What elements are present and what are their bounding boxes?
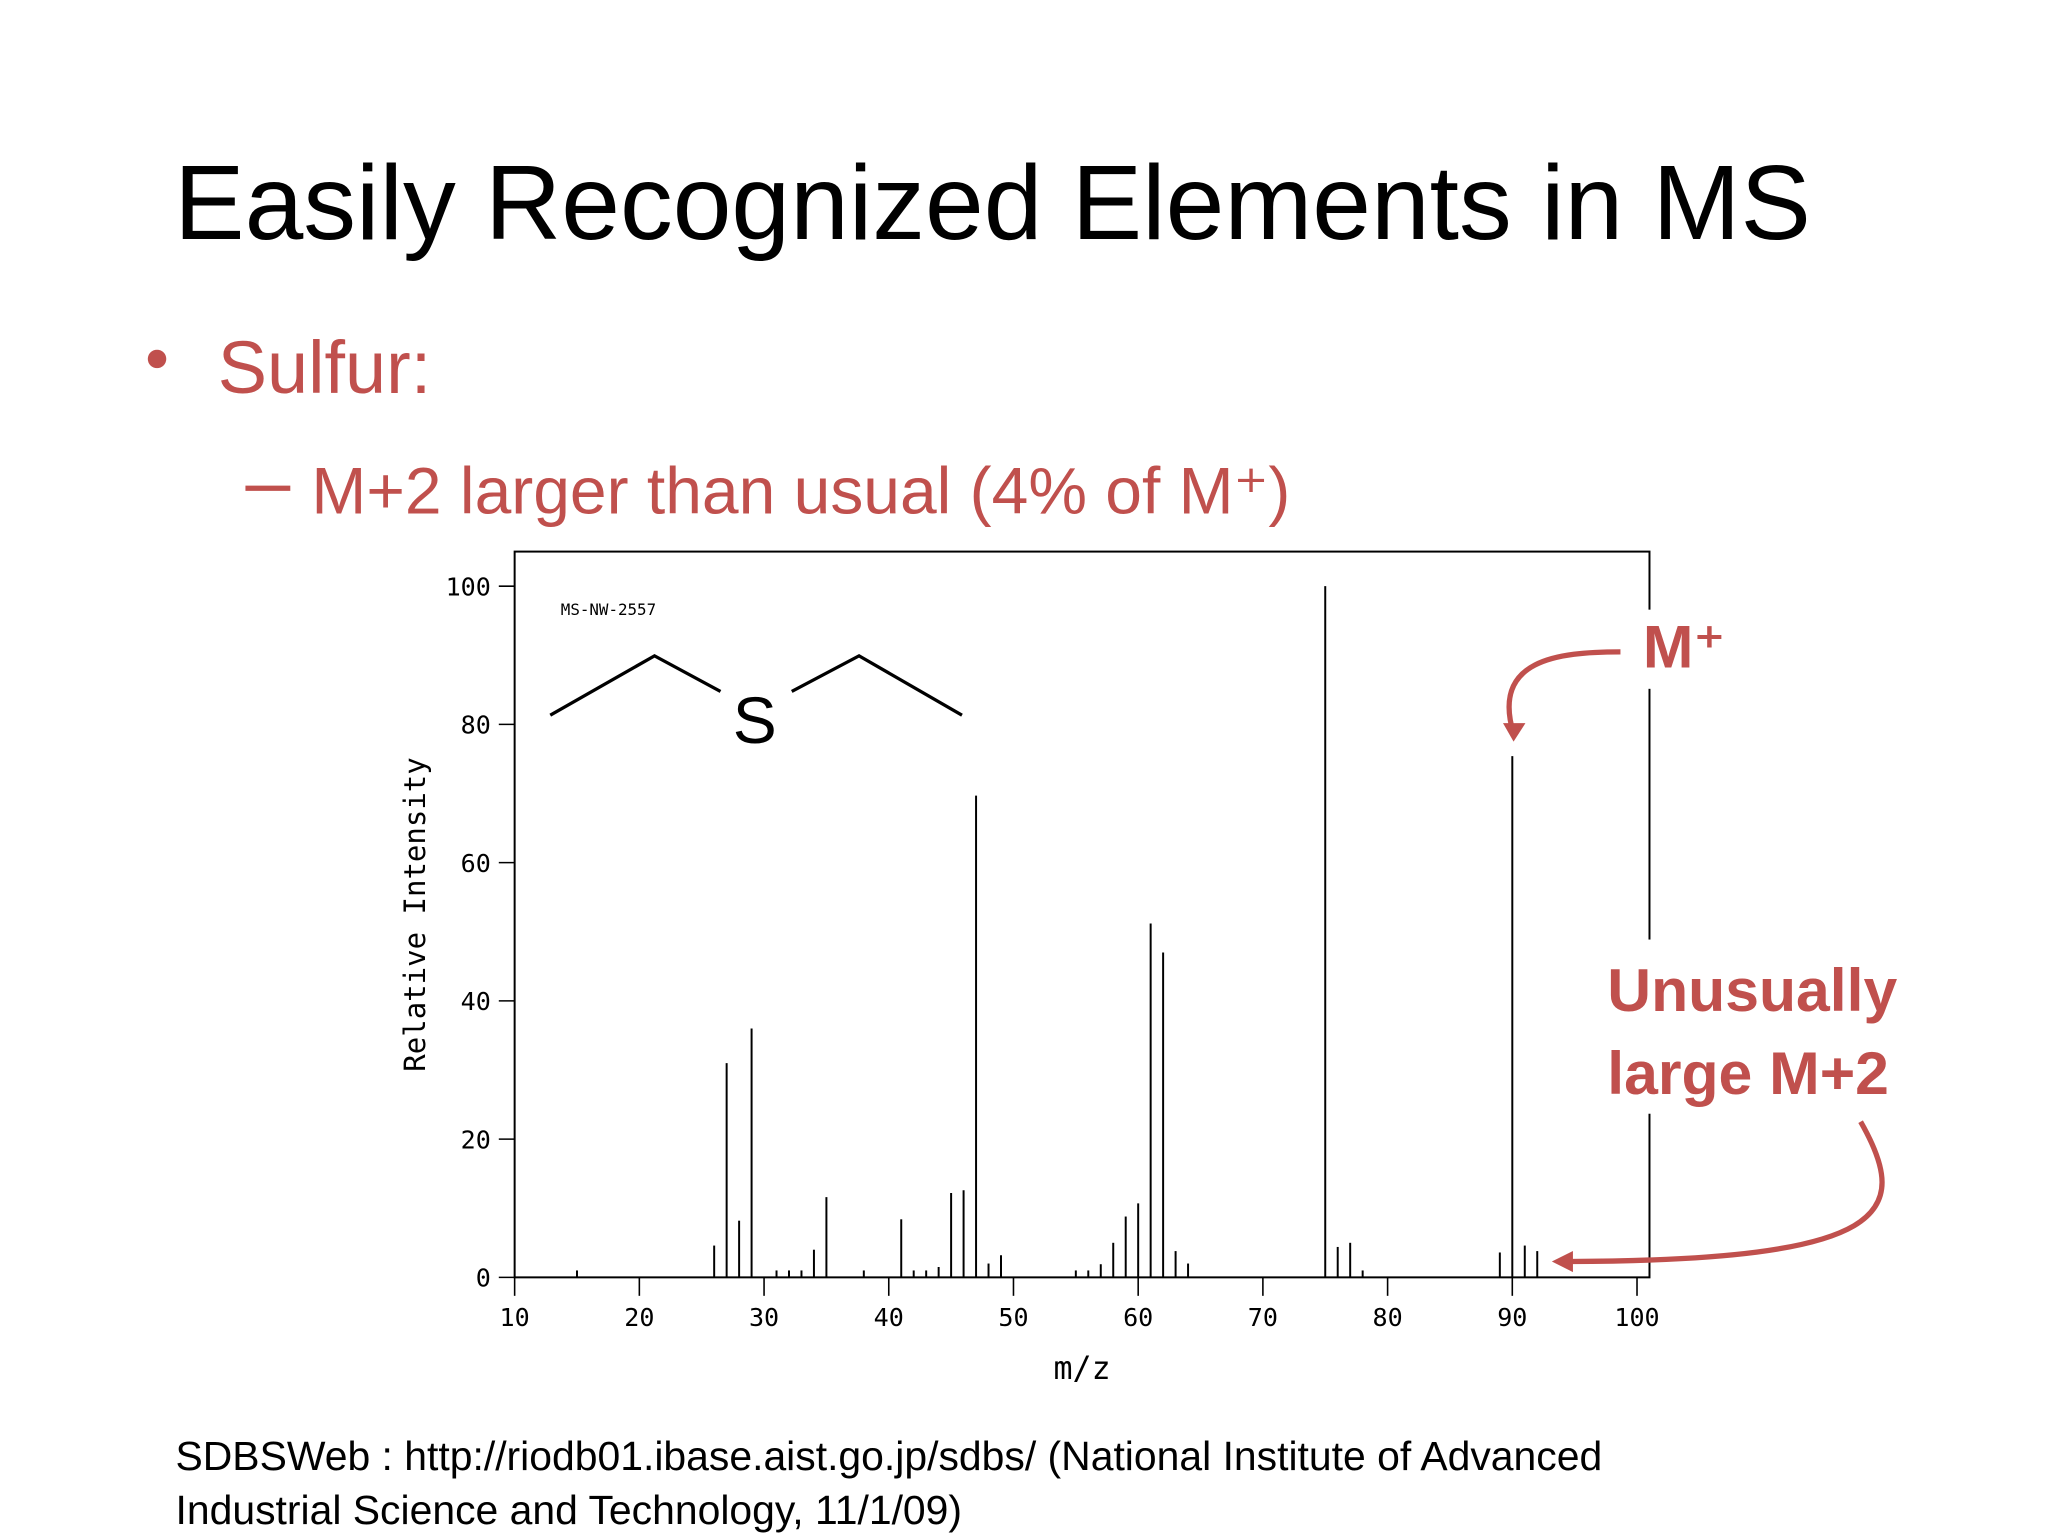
label-background <box>1599 939 1956 1114</box>
y-axis-label: Relative Intensity <box>398 757 432 1071</box>
bullet-text: Sulfur: <box>218 326 432 409</box>
arrow <box>1506 649 1621 735</box>
y-tick-label: 100 <box>446 572 491 601</box>
y-tick-label: 60 <box>461 849 491 878</box>
bond <box>549 653 722 717</box>
bond <box>790 653 963 717</box>
y-tick-label: 40 <box>461 987 491 1016</box>
chart: MS-NW-2557 S m/z Relative Intensity M⁺ U… <box>398 550 1956 1387</box>
bullet-dot <box>147 349 167 369</box>
x-tick-label: 50 <box>998 1303 1028 1332</box>
arrow <box>1570 1120 1885 1265</box>
x-tick-label: 80 <box>1373 1303 1403 1332</box>
y-tick-label: 20 <box>461 1125 491 1154</box>
citation-line: SDBSWeb : http://riodb01.ibase.aist.go.j… <box>176 1433 1603 1479</box>
x-tick-label: 40 <box>874 1303 904 1332</box>
annotation: M⁺ <box>1643 613 1726 681</box>
annotation: large M+2 <box>1607 1039 1889 1107</box>
arrowhead <box>1503 723 1526 742</box>
arrowhead <box>1551 1250 1573 1273</box>
x-tick-label: 10 <box>500 1303 530 1332</box>
y-tick-label: 80 <box>461 711 491 740</box>
structure-atom: S <box>733 683 777 757</box>
x-axis-label: m/z <box>1053 1351 1110 1387</box>
x-tick-label: 30 <box>749 1303 779 1332</box>
plot-frame <box>513 550 1651 1279</box>
y-tick-label: 0 <box>476 1264 491 1293</box>
annotation: Unusually <box>1607 956 1897 1024</box>
x-tick-label: 90 <box>1497 1303 1527 1332</box>
x-tick-label: 100 <box>1614 1303 1659 1332</box>
x-tick-label: 60 <box>1123 1303 1153 1332</box>
x-tick-label: 20 <box>624 1303 654 1332</box>
sub-bullet-text: M+2 larger than usual (4% of M⁺) <box>311 453 1290 527</box>
x-tick-label: 70 <box>1248 1303 1278 1332</box>
citation-line: Industrial Science and Technology, 11/1/… <box>176 1487 963 1533</box>
slide-title: Easily Recognized Elements in MS <box>174 144 1811 262</box>
spectrum-code: MS-NW-2557 <box>561 600 656 619</box>
label-background <box>1631 609 1737 689</box>
